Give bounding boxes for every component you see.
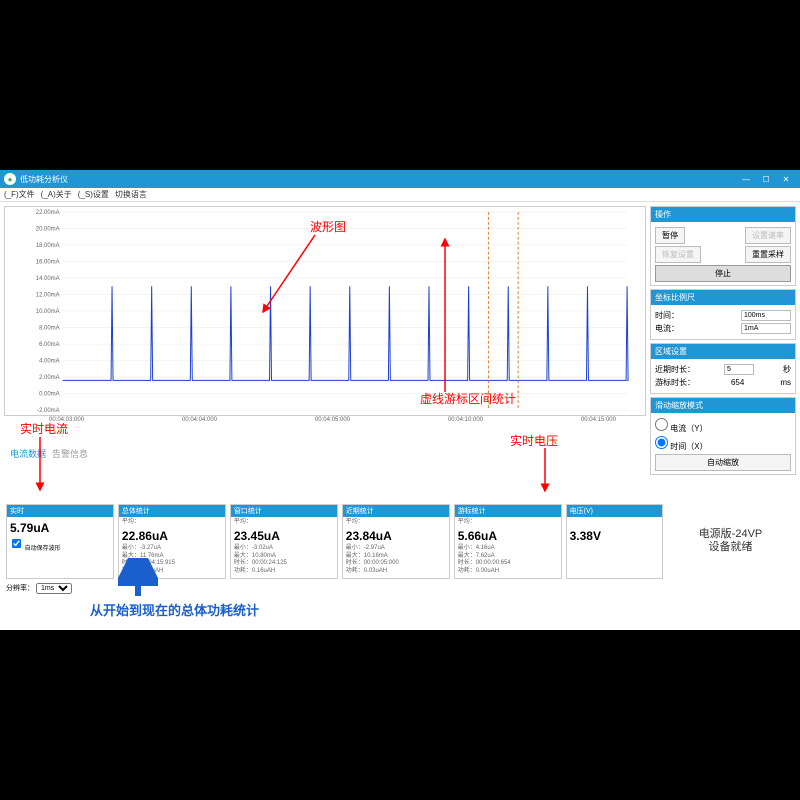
waveform-chart[interactable]: 22.00mA 20.00mA 18.00mA 16.00mA 14.00mA 12.00…: [4, 206, 646, 416]
menu-language[interactable]: 切换语言: [115, 189, 147, 200]
current-scale-label: 电流：: [655, 323, 679, 334]
recent-duration-unit: 秒: [783, 364, 791, 375]
zoom-x-radio[interactable]: 时间（X）: [655, 436, 708, 452]
resolution-select[interactable]: 1ms: [36, 583, 72, 594]
stat-window-header: 窗口统计: [231, 505, 337, 517]
menu-about[interactable]: (_A)关于: [41, 189, 72, 200]
svg-text:-2.00mA: -2.00mA: [37, 408, 59, 414]
app-logo-icon: ●: [4, 173, 16, 185]
operate-header: 操作: [651, 207, 795, 222]
stat-cursor: 游标统计 平均： 5.66uA 最小：4.16uA 最大：7.62uA 时长：0…: [454, 504, 562, 579]
svg-text:2.00mA: 2.00mA: [39, 375, 60, 381]
menu-settings[interactable]: (_S)设置: [78, 189, 109, 200]
device-status: 电源版-24VP 设备就绪: [699, 528, 763, 554]
close-icon[interactable]: ✕: [776, 175, 796, 184]
stat-voltage-header: 电压(V): [567, 505, 662, 517]
cursor-duration-label: 游标时长：: [655, 377, 695, 388]
time-scale-label: 时间：: [655, 310, 679, 321]
region-header: 区域设置: [651, 344, 795, 359]
stat-recent-header: 近期统计: [343, 505, 449, 517]
cursor-duration-value: 654: [731, 378, 744, 387]
svg-text:8.00mA: 8.00mA: [39, 325, 60, 331]
minimize-icon[interactable]: —: [736, 175, 756, 184]
svg-text:4.00mA: 4.00mA: [39, 359, 60, 365]
stat-overall: 总体统计 平均： 22.86uA 最小：-3.27uA 最大：11.76mA 时…: [118, 504, 226, 579]
stat-window: 窗口统计 平均： 23.45uA 最小：-3.02uA 最大：10.80mA 时…: [230, 504, 338, 579]
stat-realtime-header: 实时: [7, 505, 113, 517]
x-tick: 00:04:04:000: [182, 417, 217, 423]
tab-alarm-info[interactable]: 告警信息: [52, 447, 88, 460]
stop-button[interactable]: 停止: [655, 265, 791, 282]
x-tick: 00:04:05:000: [315, 417, 350, 423]
stat-overall-header: 总体统计: [119, 505, 225, 517]
reset-button[interactable]: 恢复设置: [655, 246, 701, 263]
recent-duration-label: 近期时长：: [655, 364, 695, 375]
zoom-panel: 滑动缩放模式 电流（Y） 时间（X） 自动缩放: [650, 397, 796, 475]
scale-panel: 坐标比例尺 时间： 电流：: [650, 289, 796, 340]
titlebar: ● 低功耗分析仪 — ☐ ✕: [0, 170, 800, 188]
set-rate-button[interactable]: 设置速率: [745, 227, 791, 244]
maximize-icon[interactable]: ☐: [756, 175, 776, 184]
region-panel: 区域设置 近期时长： 秒 游标时长： 654 ms: [650, 343, 796, 394]
cursor-duration-unit: ms: [780, 378, 791, 387]
stat-voltage-value: 3.38V: [570, 529, 659, 543]
x-tick: 00:04:10:000: [448, 417, 483, 423]
stat-realtime-value: 5.79uA: [10, 521, 110, 535]
window-title: 低功耗分析仪: [20, 174, 736, 185]
time-scale-input[interactable]: [741, 310, 791, 321]
x-tick: 00:04:15:000: [581, 417, 616, 423]
svg-text:12.00mA: 12.00mA: [36, 292, 60, 298]
svg-text:14.00mA: 14.00mA: [36, 276, 60, 282]
zoom-header: 滑动缩放模式: [651, 398, 795, 413]
stat-cursor-header: 游标统计: [455, 505, 561, 517]
svg-text:20.00mA: 20.00mA: [36, 226, 60, 232]
stat-window-avg: 23.45uA: [234, 529, 334, 543]
recent-duration-input[interactable]: [724, 364, 754, 375]
operate-panel: 操作 暂停 设置速率 恢复设置 重置采样 停止: [650, 206, 796, 286]
zoom-y-radio[interactable]: 电流（Y）: [655, 418, 708, 434]
svg-text:18.00mA: 18.00mA: [36, 243, 60, 249]
tab-current-data[interactable]: 电流数据: [10, 447, 46, 460]
autosave-waveform-checkbox[interactable]: 自动保存波形: [10, 546, 61, 552]
stat-recent-avg: 23.84uA: [346, 529, 446, 543]
auto-zoom-button[interactable]: 自动缩放: [655, 454, 791, 471]
svg-text:0.00mA: 0.00mA: [39, 392, 60, 398]
pause-button[interactable]: 暂停: [655, 227, 685, 244]
stat-recent: 近期统计 平均： 23.84uA 最小：-2.97uA 最大：10.16mA 时…: [342, 504, 450, 579]
current-scale-input[interactable]: [741, 323, 791, 334]
stat-realtime: 实时 5.79uA 自动保存波形: [6, 504, 114, 579]
svg-text:6.00mA: 6.00mA: [39, 342, 60, 348]
x-tick: 00:04:03:000: [49, 417, 84, 423]
scale-header: 坐标比例尺: [651, 290, 795, 305]
resample-button[interactable]: 重置采样: [745, 246, 791, 263]
menubar: (_F)文件 (_A)关于 (_S)设置 切换语言: [0, 188, 800, 202]
annotation-overall-desc: 从开始到现在的总体功耗统计: [90, 600, 259, 619]
svg-text:22.00mA: 22.00mA: [36, 210, 60, 216]
svg-text:10.00mA: 10.00mA: [36, 309, 60, 315]
svg-text:16.00mA: 16.00mA: [36, 259, 60, 265]
resolution-label: 分辨率：: [6, 585, 34, 592]
menu-file[interactable]: (_F)文件: [4, 189, 35, 200]
stat-voltage: 电压(V) 3.38V: [566, 504, 663, 579]
stat-overall-avg: 22.86uA: [122, 529, 222, 543]
stat-cursor-avg: 5.66uA: [458, 529, 558, 543]
